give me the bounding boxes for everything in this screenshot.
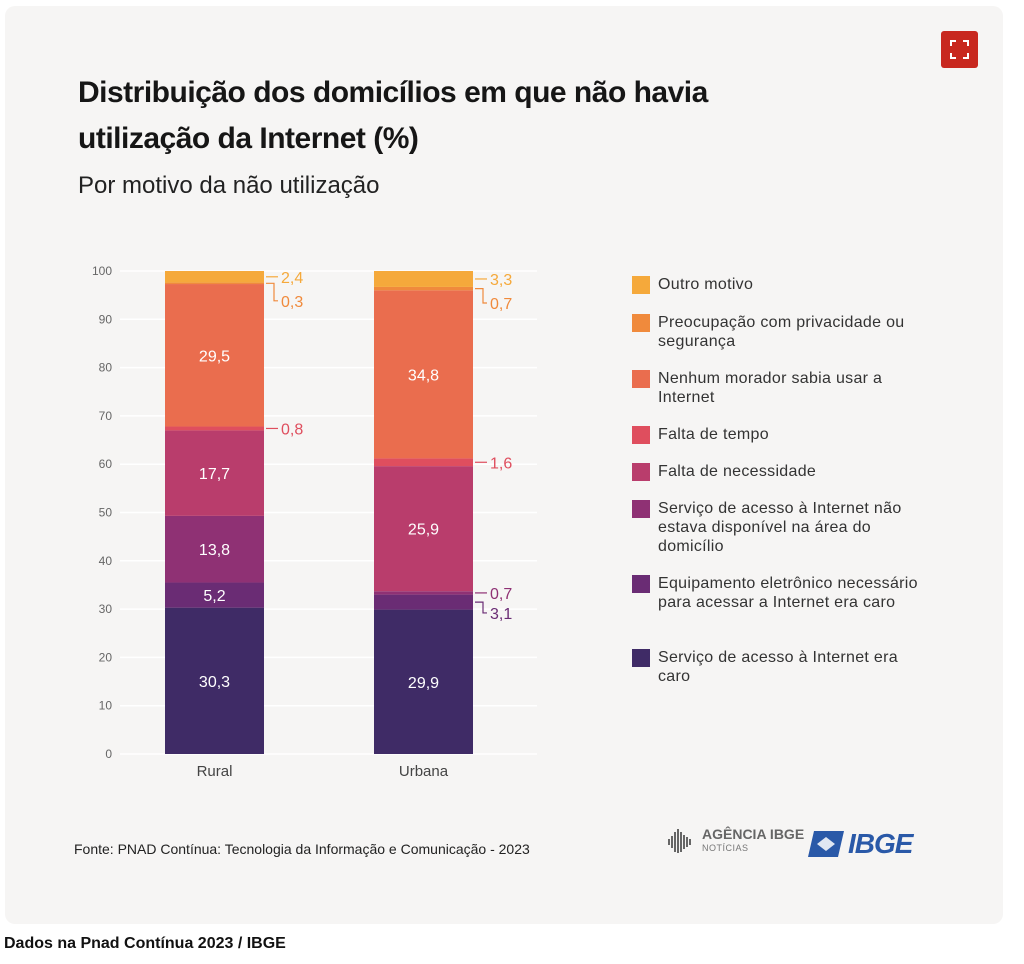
y-tick-label: 40 [99,554,113,568]
bar-segment [374,466,473,592]
bar-segment [165,271,264,283]
legend-item: Serviço de acesso à Internet não estava … [632,499,928,556]
legend-item: Falta de tempo [632,425,928,444]
y-tick-label: 90 [99,312,113,326]
legend-label: Nenhum morador sabia usar a Internet [658,370,883,406]
y-tick-label: 50 [99,506,113,520]
bar-segment [374,594,473,610]
expand-button[interactable] [941,31,978,68]
legend-item: Nenhum morador sabia usar a Internet [632,369,928,407]
y-tick-label: 80 [99,361,113,375]
data-label: 17,7 [199,466,230,483]
legend-swatch [632,314,650,332]
data-label: 0,7 [490,296,512,313]
legend-item: Falta de necessidade [632,462,928,481]
legend-label: Falta de necessidade [658,463,817,480]
legend-swatch [632,500,650,518]
data-label: 3,1 [490,606,512,623]
bar-segment [374,591,473,595]
agencia-ibge-logo: AGÊNCIA IBGE NOTÍCIAS [668,827,804,855]
data-label: 2,4 [281,270,303,287]
legend-item: Equipamento eletrônico necessário para a… [632,574,928,612]
chart-subtitle: Por motivo da não utilização [78,172,380,199]
bar-segment [374,458,473,467]
expand-icon [950,40,969,59]
agencia-logo-title: AGÊNCIA IBGE [702,826,805,842]
data-label: 5,2 [203,588,225,605]
bar-segment [374,286,473,291]
data-label: 0,8 [281,421,303,438]
data-label: 30,3 [199,674,230,691]
legend-label: Outro motivo [658,276,754,293]
ibge-logo: IBGE [808,828,913,860]
y-tick-label: 20 [99,650,113,664]
data-label: 0,7 [490,586,512,603]
data-label: 0,3 [281,294,303,311]
bar-segment [165,430,264,516]
y-tick-label: 100 [92,264,112,278]
legend-item: Serviço de acesso à Internet era caro [632,648,928,686]
data-label: 1,6 [490,455,512,472]
legend-label: Serviço de acesso à Internet não estava … [658,500,902,555]
legend-swatch [632,649,650,667]
agencia-logo-text: AGÊNCIA IBGE NOTÍCIAS [702,827,804,855]
bar-segment [165,282,264,285]
y-tick-label: 30 [99,602,113,616]
data-label: 3,3 [490,272,512,289]
bar-segment [374,290,473,459]
data-label: 29,5 [199,348,230,365]
legend-swatch [632,276,650,294]
bar-segment [165,515,264,583]
y-tick-label: 60 [99,457,113,471]
source-note: Fonte: PNAD Contínua: Tecnologia da Info… [74,841,530,857]
ibge-logo-text: IBGE [848,828,913,859]
legend-item: Outro motivo [632,275,928,294]
data-label: 29,9 [408,675,439,692]
legend-swatch [632,370,650,388]
y-tick-label: 10 [99,699,113,713]
y-tick-label: 0 [105,747,112,761]
data-label: 25,9 [408,522,439,539]
bar-segment [165,284,264,427]
legend-label: Equipamento eletrônico necessário para a… [658,575,918,611]
legend-swatch [632,426,650,444]
data-label: 34,8 [408,367,439,384]
agencia-logo-sub: NOTÍCIAS [702,843,749,853]
legend-label: Falta de tempo [658,426,769,443]
legend-item: Preocupação com privacidade ou segurança [632,313,928,351]
y-tick-label: 70 [99,409,113,423]
ibge-logo-icon [808,831,844,857]
chart-title: Distribuição dos domicílios em que não h… [78,76,708,155]
data-label: 13,8 [199,542,230,559]
bar-segment [165,607,264,754]
x-category-label: Urbana [399,763,449,780]
image-caption: Dados na Pnad Contínua 2023 / IBGE [4,935,286,952]
bar-segment [374,609,473,754]
legend-label: Serviço de acesso à Internet era caro [658,649,898,685]
callout-connector [475,288,487,304]
callout-connector [475,601,487,614]
callout-connector [266,282,278,302]
x-category-label: Rural [197,763,233,780]
bar-segment [165,426,264,431]
legend-swatch [632,575,650,593]
agencia-logo-icon [668,829,691,853]
legend-label: Preocupação com privacidade ou segurança [658,314,905,350]
bar-segment [374,271,473,287]
bar-segment [165,582,264,608]
legend-swatch [632,463,650,481]
